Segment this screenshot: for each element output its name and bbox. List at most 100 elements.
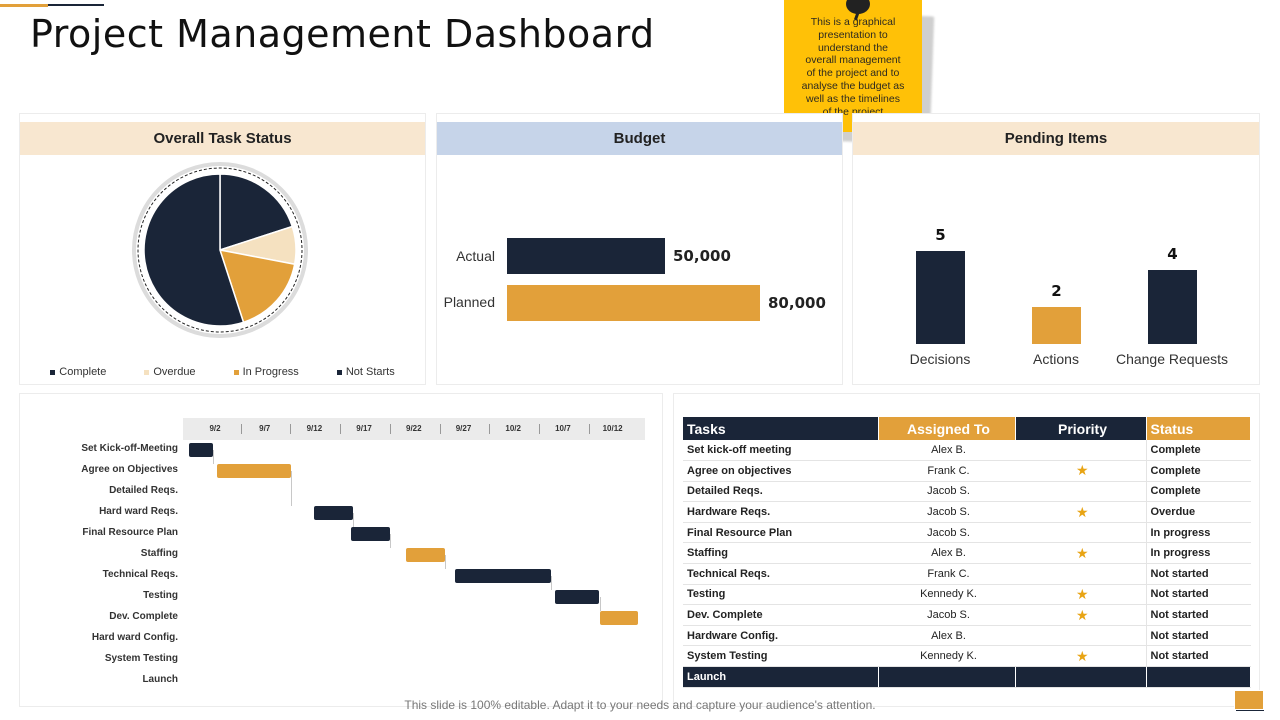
note-line: This is a graphical <box>810 16 896 28</box>
table-row: Technical Reqs. Frank C. Not started <box>683 563 1251 585</box>
cell-priority: ★ <box>1015 501 1146 523</box>
gantt-task-label: Set Kick-off-Meeting <box>81 443 178 454</box>
pending-items-title: Pending Items <box>853 122 1259 155</box>
gantt-task-label: Detailed Reqs. <box>109 485 178 496</box>
cell-priority <box>1015 440 1146 462</box>
cell-task: Detailed Reqs. <box>683 481 878 503</box>
gantt-bar <box>314 506 353 520</box>
gantt-bar <box>554 590 600 604</box>
cell-priority: ★ <box>1015 542 1146 565</box>
legend-swatch <box>336 369 342 375</box>
task-table: Tasks Assigned To Priority Status Set ki… <box>683 417 1251 688</box>
cell-priority <box>1015 666 1147 688</box>
gantt-date-label: 9/27 <box>455 424 472 433</box>
legend-item-complete: Complete <box>50 366 106 378</box>
gantt-task-label: Hard ward Config. <box>91 632 178 643</box>
gantt-task-label: Testing <box>143 590 178 601</box>
cell-status: Not started <box>1145 645 1251 668</box>
cell-priority <box>1015 481 1146 503</box>
budget-value-actual: 50,000 <box>673 247 731 265</box>
legend-item-in-progress: In Progress <box>233 366 299 378</box>
footer-note: This slide is 100% editable. Adapt it to… <box>404 698 876 712</box>
legend-swatch <box>144 369 150 375</box>
gantt-date-label: 10/12 <box>602 424 623 433</box>
cell-task: Testing <box>683 584 878 606</box>
gantt-dependency-line <box>550 576 552 590</box>
gantt-dependency-line <box>445 555 447 569</box>
pie-outer-ring <box>132 162 308 338</box>
gantt-bar <box>216 464 292 478</box>
cell-priority <box>1015 563 1146 585</box>
gantt-task-label: Technical Reqs. <box>102 569 178 580</box>
gantt-date-separator <box>290 424 292 434</box>
gantt-date-separator <box>340 424 342 434</box>
cell-assigned: Alex B. <box>878 440 1015 462</box>
cell-status: Not started <box>1145 584 1251 606</box>
corner-accent <box>1234 690 1264 710</box>
pending-bar-decisions <box>916 251 965 344</box>
corner-accent-line <box>1236 710 1264 711</box>
top-accent-dark <box>48 4 104 6</box>
cell-assigned: Jacob S. <box>878 481 1015 503</box>
table-row: Detailed Reqs. Jacob S. Complete <box>683 481 1251 503</box>
gantt-dependency-line <box>352 513 354 527</box>
cell-assigned: Frank C. <box>878 460 1015 482</box>
table-row: System Testing Kennedy K. ★ Not started <box>683 645 1251 668</box>
budget-panel: Budget Actual 50,000 Planned 80,000 <box>436 113 843 385</box>
budget-label-actual: Actual <box>456 248 495 264</box>
gantt-bar <box>405 548 446 562</box>
cell-assigned: Kennedy K. <box>878 584 1015 606</box>
pending-value-actions: 2 <box>1051 282 1062 300</box>
cell-assigned: Jacob S. <box>878 501 1015 523</box>
gantt-bar <box>599 611 639 625</box>
pending-label-decisions: Decisions <box>909 351 971 367</box>
legend-item-overdue: Overdue <box>144 366 196 378</box>
gantt-date-separator <box>240 424 242 434</box>
table-row: Launch <box>683 666 1251 688</box>
gantt-bar <box>188 443 213 457</box>
table-row: Agree on objectives Frank C. ★ Complete <box>683 460 1251 482</box>
pie-slice-in-progress <box>218 249 296 324</box>
cell-assigned: Frank C. <box>878 563 1015 585</box>
cell-assigned <box>878 666 1016 688</box>
cell-status: Overdue <box>1145 501 1251 523</box>
gantt-task-label: Launch <box>142 674 178 685</box>
col-header-priority: Priority <box>1015 417 1147 440</box>
table-row: Hardware Reqs. Jacob S. ★ Overdue <box>683 501 1251 523</box>
gantt-date-label: 9/12 <box>306 424 323 433</box>
gantt-bar <box>455 569 551 583</box>
table-row: Final Resource Plan Jacob S. In progress <box>683 522 1251 544</box>
gantt-task-label: Hard ward Reqs. <box>99 506 178 517</box>
task-status-title: Overall Task Status <box>20 122 425 155</box>
cell-task: Dev. Complete <box>683 604 878 626</box>
cell-status <box>1145 666 1251 688</box>
task-status-legend: Complete Overdue In Progress Not Starts <box>20 366 425 378</box>
pending-label-change-requests: Change Requests <box>1115 351 1229 367</box>
sticky-note: This is a graphical presentation to unde… <box>784 0 922 132</box>
cell-status: Complete <box>1145 460 1251 482</box>
cell-status: Complete <box>1145 481 1251 503</box>
legend-label: Overdue <box>153 366 196 378</box>
cell-task: Staffing <box>683 542 878 565</box>
note-line: well as the timelines <box>806 92 900 105</box>
cell-status: Complete <box>1145 440 1251 462</box>
gantt-date-label: 9/7 <box>259 424 271 433</box>
gantt-bar <box>351 527 390 541</box>
budget-value-planned: 80,000 <box>768 294 826 312</box>
task-status-panel: Overall Task Status Complete Overdue In … <box>19 113 426 385</box>
gantt-task-label: System Testing <box>104 653 178 664</box>
gantt-date-separator <box>439 424 441 434</box>
cell-task: Technical Reqs. <box>683 563 878 585</box>
budget-title: Budget <box>437 122 842 155</box>
budget-label-planned: Planned <box>443 294 495 310</box>
cell-status: Not started <box>1145 625 1251 647</box>
cell-assigned: Alex B. <box>878 625 1015 647</box>
table-header-row: Tasks Assigned To Priority Status <box>683 417 1251 440</box>
gantt-date-label: 9/22 <box>406 424 422 433</box>
cell-priority: ★ <box>1015 460 1146 482</box>
cell-task: Hardware Reqs. <box>683 501 878 523</box>
col-header-tasks: Tasks <box>683 417 879 440</box>
note-line: of the project and to <box>806 67 900 80</box>
table-row: Hardware Config. Alex B. Not started <box>683 625 1251 647</box>
gantt-date-label: 10/7 <box>555 424 571 433</box>
